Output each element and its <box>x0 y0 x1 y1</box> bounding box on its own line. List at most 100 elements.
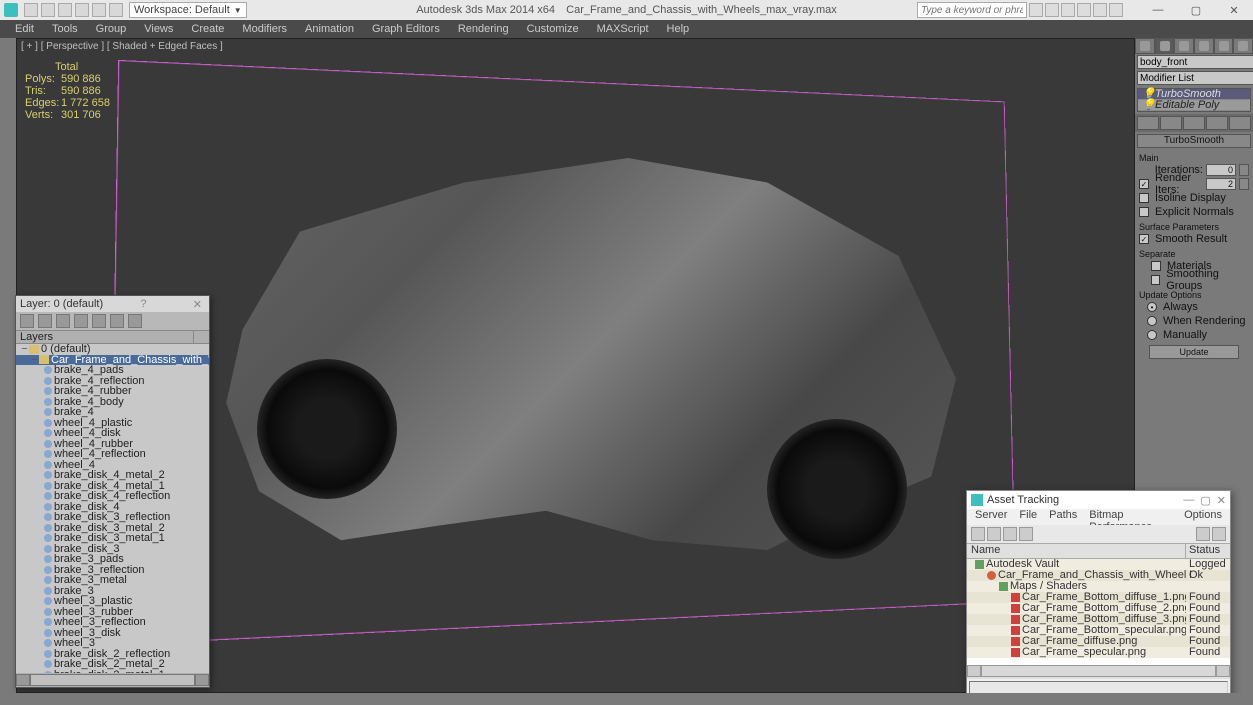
explicit-checkbox[interactable] <box>1139 207 1149 217</box>
update-button[interactable]: Update <box>1149 345 1239 359</box>
settings-icon[interactable] <box>1212 527 1226 541</box>
viewport-label[interactable]: [ + ] [ Perspective ] [ Shaded + Edged F… <box>21 41 223 52</box>
maximize-icon[interactable]: ▢ <box>1200 494 1210 507</box>
smoothing-groups-checkbox[interactable] <box>1151 275 1160 285</box>
menu-edit[interactable]: Edit <box>6 23 43 35</box>
refresh-icon[interactable] <box>971 527 985 541</box>
object-name-field[interactable] <box>1137 55 1253 69</box>
layer-item[interactable]: brake_disk_3_metal_1 <box>16 533 209 544</box>
add-to-layer-icon[interactable] <box>56 314 70 328</box>
tab-display[interactable] <box>1214 38 1234 54</box>
manually-radio[interactable] <box>1147 330 1157 340</box>
layer-item[interactable]: brake_disk_4_metal_2 <box>16 470 209 481</box>
when-rendering-radio[interactable] <box>1147 316 1157 326</box>
scroll-track[interactable] <box>30 674 195 686</box>
layer-item[interactable]: wheel_3_plastic <box>16 596 209 607</box>
rear-wheel[interactable] <box>257 359 397 499</box>
qat-open-icon[interactable] <box>41 3 55 17</box>
layer-item[interactable]: wheel_4_reflection <box>16 449 209 460</box>
modifier-stack[interactable]: 💡 TurboSmooth💡 Editable Poly <box>1137 88 1251 112</box>
name-column[interactable]: Name <box>967 544 1186 558</box>
menu-maxscript[interactable]: MAXScript <box>588 23 658 35</box>
spinner-buttons[interactable] <box>1239 164 1249 176</box>
layer-item[interactable]: wheel_3 <box>16 638 209 649</box>
visibility-column[interactable] <box>193 331 209 343</box>
workspace-selector[interactable]: Workspace: Default ▼ <box>129 2 247 18</box>
asset-menu-paths[interactable]: Paths <box>1043 509 1083 525</box>
delete-layer-icon[interactable] <box>38 314 52 328</box>
scroll-track[interactable] <box>981 665 1216 677</box>
materials-checkbox[interactable] <box>1151 261 1161 271</box>
menu-views[interactable]: Views <box>135 23 182 35</box>
layer-scrollbar[interactable] <box>16 673 209 687</box>
menu-tools[interactable]: Tools <box>43 23 87 35</box>
list-view-icon[interactable] <box>1019 527 1033 541</box>
app-icon[interactable] <box>4 3 18 17</box>
minimize-button[interactable]: — <box>1143 2 1173 18</box>
render-iters-spinner[interactable]: 2 <box>1206 178 1236 190</box>
close-icon[interactable]: ✕ <box>1217 494 1226 507</box>
layer-tree[interactable]: −0 (default)−Car_Frame_and_Chassis_with_… <box>16 344 209 673</box>
search-input[interactable] <box>917 2 1027 18</box>
scroll-left-icon[interactable] <box>16 674 30 686</box>
asset-list[interactable]: Autodesk VaultLogged ICar_Frame_and_Chas… <box>967 559 1230 665</box>
close-icon[interactable]: ✕ <box>190 298 205 311</box>
subscription-icon[interactable] <box>1045 3 1059 17</box>
tab-modify[interactable] <box>1155 38 1175 54</box>
asset-menu-bitmap-performance-and-memory[interactable]: Bitmap Performance and Memory <box>1083 509 1178 525</box>
smooth-result-checkbox[interactable]: ✓ <box>1139 234 1149 244</box>
scroll-left-icon[interactable] <box>967 665 981 677</box>
isoline-checkbox[interactable] <box>1139 193 1149 203</box>
qat-new-icon[interactable] <box>24 3 38 17</box>
status-column[interactable]: Status <box>1186 544 1230 558</box>
qat-save-icon[interactable] <box>58 3 72 17</box>
layer-item[interactable]: brake_4_rubber <box>16 386 209 397</box>
menu-modifiers[interactable]: Modifiers <box>233 23 296 35</box>
layer-item[interactable]: brake_disk_2_metal_2 <box>16 659 209 670</box>
layer-item[interactable]: wheel_4_disk <box>16 428 209 439</box>
asset-row[interactable]: Car_Frame_specular.pngFound <box>967 647 1230 658</box>
scroll-right-icon[interactable] <box>195 674 209 686</box>
layer-root[interactable]: −0 (default) <box>16 344 209 355</box>
asset-dialog-titlebar[interactable]: Asset Tracking — ▢ ✕ <box>967 491 1230 509</box>
new-layer-icon[interactable] <box>20 314 34 328</box>
always-radio[interactable]: • <box>1147 302 1157 312</box>
layer-item[interactable]: brake_disk_4_reflection <box>16 491 209 502</box>
asset-menu-options[interactable]: Options <box>1178 509 1228 525</box>
signin-icon[interactable] <box>1093 3 1107 17</box>
status-icon[interactable] <box>1196 527 1210 541</box>
menu-create[interactable]: Create <box>182 23 233 35</box>
layer-item[interactable]: brake_4 <box>16 407 209 418</box>
configure-sets-icon[interactable] <box>1229 116 1251 130</box>
asset-row[interactable]: Car_Frame_and_Chassis_with_Wheels_max_vr… <box>967 570 1230 581</box>
modifier-list-dropdown[interactable] <box>1137 71 1253 85</box>
front-wheel[interactable] <box>767 419 907 559</box>
tab-hierarchy[interactable] <box>1174 38 1194 54</box>
layer-item[interactable]: brake_4_body <box>16 397 209 408</box>
hide-icon[interactable] <box>110 314 124 328</box>
tab-motion[interactable] <box>1194 38 1214 54</box>
render-iters-checkbox[interactable]: ✓ <box>1139 179 1149 189</box>
asset-tracking-dialog[interactable]: Asset Tracking — ▢ ✕ ServerFilePathsBitm… <box>966 490 1231 700</box>
asset-scrollbar[interactable] <box>967 665 1230 679</box>
freeze-icon[interactable] <box>128 314 142 328</box>
layer-dialog-titlebar[interactable]: Layer: 0 (default) ? ✕ <box>16 296 209 312</box>
maximize-button[interactable]: ▢ <box>1181 2 1211 18</box>
show-end-result-icon[interactable] <box>1160 116 1182 130</box>
minimize-icon[interactable]: — <box>1183 494 1194 507</box>
qat-undo-icon[interactable] <box>75 3 89 17</box>
menu-group[interactable]: Group <box>87 23 136 35</box>
select-objects-icon[interactable] <box>74 314 88 328</box>
pin-stack-icon[interactable] <box>1137 116 1159 130</box>
qat-redo-icon[interactable] <box>92 3 106 17</box>
layers-column[interactable]: Layers <box>16 331 193 343</box>
left-toolbar[interactable] <box>0 38 16 693</box>
layer-item[interactable]: brake_3_metal <box>16 575 209 586</box>
help-icon[interactable] <box>1109 3 1123 17</box>
layer-dialog[interactable]: Layer: 0 (default) ? ✕ Layers −0 (defaul… <box>15 295 210 688</box>
qat-link-icon[interactable] <box>109 3 123 17</box>
tab-create[interactable] <box>1135 38 1155 54</box>
spinner-buttons[interactable] <box>1239 178 1249 190</box>
favorites-icon[interactable] <box>1077 3 1091 17</box>
iterations-spinner[interactable]: 0 <box>1206 164 1236 176</box>
